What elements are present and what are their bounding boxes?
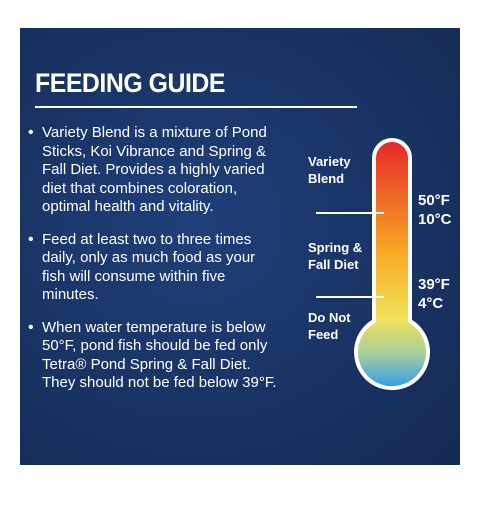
zone-label-variety-blend: Variety Blend — [308, 154, 351, 186]
bullet-list: • Variety Blend is a mixture of Pond Sti… — [28, 124, 298, 407]
temperature-tick-50f — [316, 212, 384, 214]
temperature-marker-50f: 50°F 10°C — [418, 192, 452, 228]
list-item: • When water temperature is below 50°F, … — [28, 319, 298, 393]
list-item: • Feed at least two to three times daily… — [28, 231, 298, 305]
zone-label-do-not-feed: Do Not Feed — [308, 310, 351, 342]
temperature-tick-39f — [316, 296, 384, 298]
list-item: • Variety Blend is a mixture of Pond Sti… — [28, 124, 298, 217]
bullet-icon: • — [28, 318, 34, 336]
zone-label-spring-fall-diet: Spring & Fall Diet — [308, 240, 363, 272]
page-title: FEEDING GUIDE — [35, 68, 226, 98]
thermometer-icon — [354, 138, 430, 391]
bullet-text: Feed at least two to three times daily, … — [42, 230, 256, 304]
bullet-text: When water temperature is below 50°F, po… — [42, 318, 277, 392]
bullet-text: Variety Blend is a mixture of Pond Stick… — [42, 124, 267, 215]
temperature-marker-39f: 39°F 4°C — [418, 276, 450, 312]
title-divider — [35, 106, 357, 108]
feeding-guide-panel: FEEDING GUIDE • Variety Blend is a mixtu… — [20, 28, 460, 465]
thermometer-body — [354, 138, 430, 391]
bullet-icon: • — [28, 124, 34, 141]
bullet-icon: • — [28, 230, 34, 248]
